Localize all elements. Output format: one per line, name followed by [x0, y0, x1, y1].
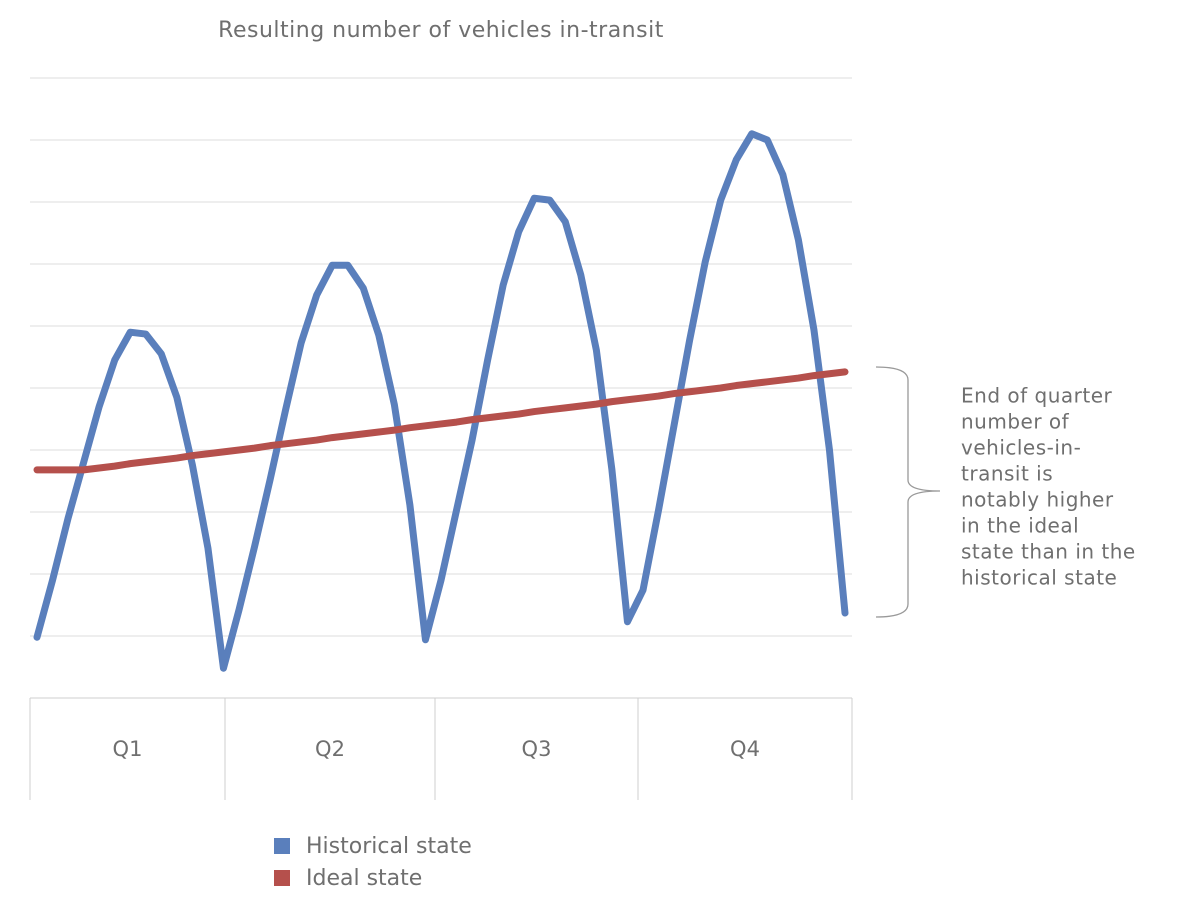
- legend-label: Historical state: [306, 834, 472, 859]
- x-tick-label: Q2: [315, 737, 345, 761]
- x-tick-label: Q3: [522, 737, 552, 761]
- series-line: [33, 368, 849, 474]
- annotation: End of quarter: [961, 384, 1112, 408]
- x-tick-label: Q4: [730, 737, 760, 761]
- legend-swatch: [274, 838, 290, 854]
- legend-swatch: [274, 870, 290, 886]
- x-tick-label: Q1: [113, 737, 143, 761]
- chart-title: Resulting number of vehicles in-transit: [218, 18, 664, 43]
- annotation: notably higher: [961, 488, 1114, 512]
- annotation: state than in the: [961, 540, 1136, 564]
- annotation: number of: [961, 410, 1070, 434]
- annotation: historical state: [961, 566, 1117, 590]
- series-line: [33, 130, 849, 672]
- brace: [875, 366, 941, 618]
- annotation: in the ideal: [961, 514, 1079, 538]
- category-frame: [29, 697, 853, 800]
- annotation: transit is: [961, 462, 1053, 486]
- annotation: vehicles-in-: [961, 436, 1081, 460]
- legend-label: Ideal state: [306, 866, 422, 891]
